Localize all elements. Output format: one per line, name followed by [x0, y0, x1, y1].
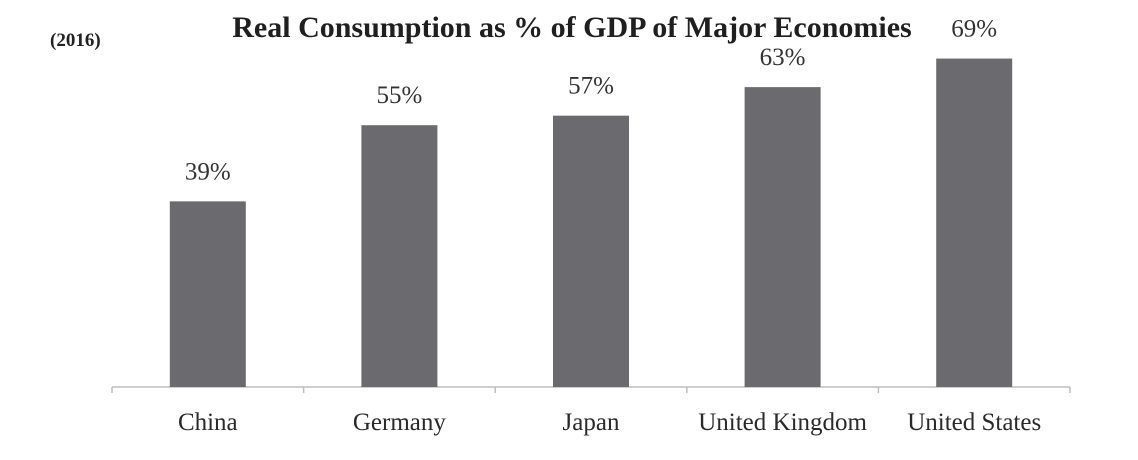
bar-germany: [361, 125, 438, 387]
x-tick-label: China: [178, 409, 238, 436]
x-tick-label: United States: [907, 409, 1041, 436]
x-tick-label: United Kingdom: [698, 409, 867, 436]
bar-united-states: [936, 58, 1013, 388]
data-label: 63%: [760, 44, 806, 71]
bar-united-kingdom: [744, 87, 821, 388]
data-label: 57%: [568, 73, 614, 100]
bar-japan: [553, 115, 629, 388]
data-label: 55%: [376, 82, 422, 109]
chart-title: Real Consumption as % of GDP of Major Ec…: [232, 11, 911, 44]
bar-china: [169, 201, 246, 387]
plot-area: 39% China 55% Germany 57% Japan 63% United King…: [111, 16, 1071, 436]
data-label: 69%: [951, 16, 997, 43]
x-tick-label: Japan: [563, 409, 620, 436]
x-tick-label: Germany: [353, 409, 447, 436]
chart-subtitle: (2016): [50, 30, 101, 51]
data-label: 39%: [185, 158, 231, 185]
